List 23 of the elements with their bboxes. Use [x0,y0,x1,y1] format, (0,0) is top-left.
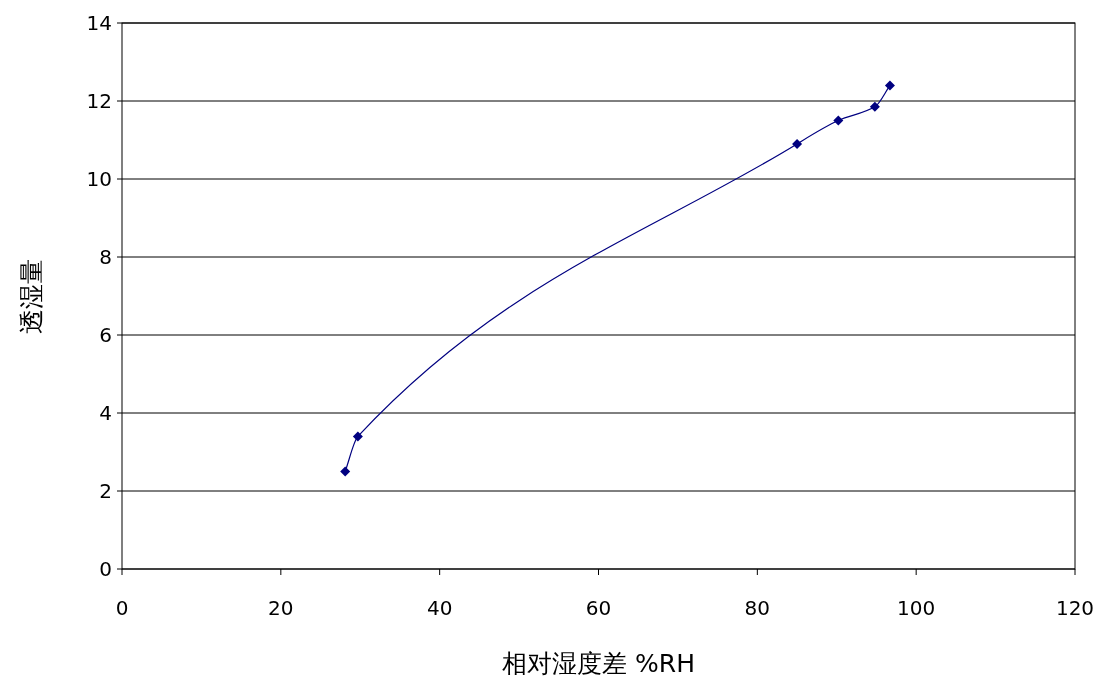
point [352,431,363,442]
y-tick-label: 12 [86,89,112,113]
y-tick-label: 6 [99,323,112,347]
y-tick-label: 8 [99,245,112,269]
point [884,80,895,91]
y-tick-label: 14 [86,11,112,35]
x-axis-title: 相对湿度差 %RH [502,649,695,677]
x-tick-label: 120 [1055,596,1095,620]
y-tick-label: 10 [86,167,112,191]
point [340,466,351,477]
x-tick-label: 80 [744,596,771,620]
x-tick-label: 40 [426,596,453,620]
x-tick-label: 20 [268,596,294,620]
x-tick-label: 100 [897,596,936,620]
y-tick-label: 2 [99,479,112,503]
point [833,115,844,126]
x-tick-label: 0 [115,596,129,620]
y-tick-label: 4 [99,401,112,425]
y-tick-label: 0 [99,557,112,581]
point [792,138,803,149]
point [869,101,880,112]
y-axis-title: 透湿量 [17,258,46,334]
x-tick-label: 60 [585,596,612,620]
